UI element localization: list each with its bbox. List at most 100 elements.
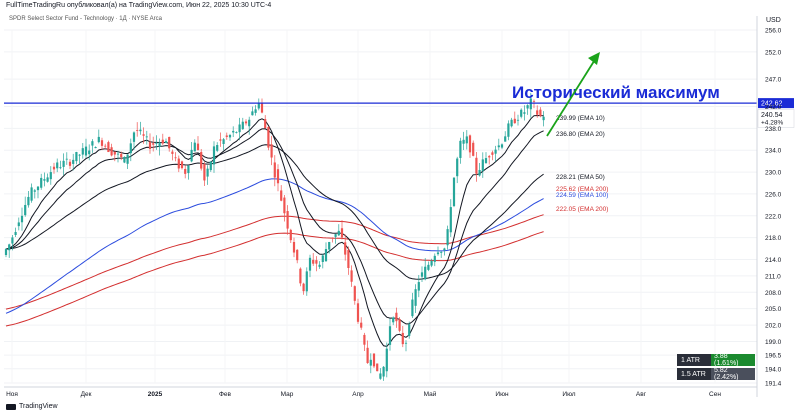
- candle-body: [292, 242, 296, 253]
- candle-body: [145, 136, 148, 138]
- time-tick-label: Мар: [281, 391, 294, 398]
- time-tick-label: 2025: [148, 391, 163, 398]
- candle-body: [500, 144, 504, 148]
- trend-arrow-head: [588, 52, 600, 65]
- tradingview-logo-text: TradingView: [19, 403, 58, 410]
- candle-body: [228, 134, 232, 138]
- candle-body: [497, 145, 500, 148]
- ema-value-label: 239.99 (EMA 10): [556, 115, 605, 122]
- candle-body: [120, 153, 123, 158]
- candle-body: [539, 109, 542, 116]
- candle-body: [139, 129, 142, 132]
- candle-body: [398, 319, 401, 331]
- ema-200-line-lower: [5, 231, 544, 327]
- atr-1-5-label: 1.5 ATR: [681, 370, 706, 378]
- candle-body: [65, 158, 68, 160]
- candle-body: [254, 109, 257, 113]
- candle-body: [203, 164, 206, 181]
- candle-body: [532, 100, 536, 102]
- tradingview-icon: [6, 403, 16, 410]
- candle-body: [8, 244, 11, 251]
- candle-body: [264, 119, 267, 129]
- ema-value-label: 222.05 (EMA 200): [556, 206, 608, 213]
- time-tick-label: Дек: [81, 391, 92, 398]
- price-tick-label: 199.0: [765, 339, 782, 346]
- candle-body: [430, 260, 433, 266]
- candle-body: [433, 255, 436, 262]
- price-tick-label: 214.0: [765, 257, 782, 264]
- candle-body: [302, 283, 305, 292]
- resistance-price-tag: [758, 98, 794, 109]
- last-change-label: +4.28%: [761, 119, 783, 126]
- candle-body: [446, 229, 449, 246]
- candle-body: [132, 132, 136, 142]
- candle-body: [161, 139, 164, 144]
- candle-body: [193, 142, 196, 152]
- candle-body: [177, 158, 180, 169]
- candle-body: [113, 151, 116, 155]
- price-tick-label: 222.0: [765, 213, 782, 220]
- candle-body: [11, 237, 14, 244]
- candle-body: [88, 150, 91, 155]
- candle-body: [491, 152, 494, 155]
- candle-body: [216, 144, 219, 151]
- last-price-label: 240.54: [761, 112, 783, 119]
- candle-body: [100, 140, 104, 146]
- candle-body: [507, 123, 510, 137]
- candle-body: [388, 326, 392, 345]
- price-tick-label: 234.0: [765, 148, 782, 155]
- candle-body: [155, 142, 158, 144]
- time-tick-label: Фев: [219, 391, 232, 398]
- candle-body: [520, 109, 523, 117]
- time-tick-label: Авг: [636, 391, 647, 398]
- candle-body: [382, 366, 385, 377]
- candle-body: [334, 234, 337, 237]
- candle-body: [142, 134, 145, 136]
- candle-body: [24, 204, 27, 216]
- atr-1-5-value: 5.82 (2.42%): [711, 367, 755, 381]
- candle-body: [244, 121, 248, 124]
- candle-body: [241, 121, 244, 130]
- candle-body: [174, 157, 177, 159]
- publish-caption: FullTimeTradingRu опубликовал(а) на Trad…: [6, 2, 272, 9]
- price-tick-label: 242.0: [765, 104, 782, 111]
- candle-body: [529, 98, 532, 110]
- tradingview-logo[interactable]: TradingView: [6, 403, 58, 410]
- candle-body: [379, 373, 382, 379]
- ema-value-label: 236.80 (EMA 20): [556, 131, 605, 138]
- candle-body: [152, 143, 155, 145]
- time-tick-label: Июн: [495, 391, 509, 398]
- candle-body: [94, 147, 97, 149]
- candle-body: [107, 142, 110, 153]
- candle-body: [344, 242, 347, 255]
- price-tick-label: 191.4: [765, 381, 782, 388]
- candle-body: [449, 207, 452, 233]
- candle-body: [248, 119, 251, 127]
- candle-body: [52, 166, 56, 170]
- candle-body: [126, 154, 129, 164]
- candle-body: [168, 136, 171, 149]
- candle-body: [4, 249, 8, 256]
- candle-body: [459, 140, 462, 158]
- candle-body: [312, 259, 315, 264]
- candle-body: [158, 142, 161, 147]
- ema-200-line-upper: [5, 214, 544, 310]
- candle-body: [318, 264, 321, 267]
- candle-body: [299, 268, 302, 284]
- instrument-title: SPDR Select Sector Fund - Technology · 1…: [9, 16, 163, 22]
- candle-body: [440, 251, 443, 253]
- price-tick-label: 218.0: [765, 235, 782, 242]
- candle-body: [350, 270, 353, 282]
- candle-body: [395, 312, 398, 322]
- price-tick-label: 208.0: [765, 290, 782, 297]
- candle-body: [475, 157, 478, 174]
- atr-1-box: 1 ATR 3.88 (1.61%): [677, 353, 755, 367]
- candle-body: [97, 136, 100, 143]
- candle-body: [347, 249, 350, 268]
- candle-body: [315, 260, 318, 264]
- candle-body: [420, 272, 424, 277]
- price-tick-label: 194.0: [765, 366, 782, 373]
- candle-body: [283, 197, 286, 214]
- price-tick-label: 230.0: [765, 170, 782, 177]
